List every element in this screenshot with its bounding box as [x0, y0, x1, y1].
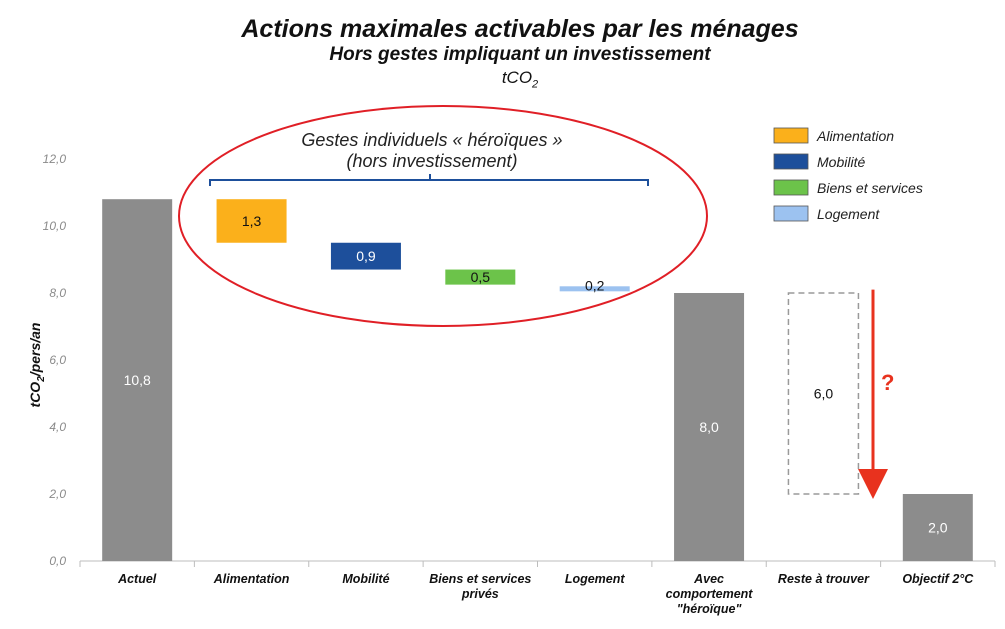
y-axis-label-a: tCO [27, 382, 43, 408]
bar-1 [216, 199, 287, 243]
legend-label: Mobilité [817, 154, 865, 170]
legend-swatch [773, 179, 809, 196]
legend-swatch [773, 127, 809, 144]
x-tick-label-line: Avec [693, 572, 724, 586]
highlight-ellipse [178, 105, 708, 327]
x-tick-label: Logement [565, 572, 626, 586]
x-tick-label: Actuel [117, 572, 157, 586]
y-tick-label: 0,0 [49, 554, 66, 568]
chart-unit: tCO2 [501, 68, 539, 91]
ellipse-label-line2: (hors investissement) [346, 151, 517, 171]
chart-titles: Actions maximales activables par les mén… [0, 14, 1005, 96]
y-tick-label: 4,0 [49, 420, 66, 434]
data-label: 6,0 [814, 386, 834, 402]
y-axis-label-b: /pers/an [27, 323, 43, 378]
legend-label: Logement [817, 206, 880, 222]
data-label: 0,9 [356, 248, 376, 264]
data-label: 1,3 [242, 213, 262, 229]
chart-subtitle: Hors gestes impliquant un investissement [329, 44, 711, 65]
bar-2 [330, 242, 401, 270]
legend: Alimentation Mobilité Biens et services Log… [773, 127, 923, 222]
data-label: 8,0 [699, 419, 719, 435]
bar-3 [445, 269, 516, 285]
question-mark: ? [881, 370, 894, 395]
y-tick-label: 12,0 [43, 152, 67, 166]
data-label: 0,5 [471, 269, 491, 285]
x-tick-label-line: Logement [565, 572, 626, 586]
legend-label: Biens et services [817, 180, 923, 196]
annotation-layer: Gestes individuels « héroïques »(hors in… [178, 105, 894, 499]
data-label: 10,8 [124, 372, 151, 388]
x-tick-label: Avec comportement "héroïque" [666, 572, 754, 616]
x-tick-label-line: "héroïque" [677, 602, 743, 616]
bar-0 [102, 199, 173, 561]
y-tick-label: 2,0 [48, 487, 66, 501]
legend-label: Alimentation [816, 128, 894, 144]
x-tick-label-line: Actuel [117, 572, 157, 586]
data-label: 0,2 [585, 277, 605, 293]
x-tick-label-line: comportement [666, 587, 754, 601]
y-axis-label-sub: 2 [36, 376, 47, 383]
bracket [209, 174, 649, 186]
x-tick-label-line: Mobilité [342, 572, 389, 586]
axis-layer: 0,0 2,0 4,0 6,0 8,0 10,0 12,0 Actuel Alimentatio… [27, 152, 996, 616]
x-tick-label: Mobilité [342, 572, 389, 586]
x-tick-label-line: privés [461, 587, 499, 601]
legend-swatch [773, 153, 809, 170]
x-tick-label-line: Alimentation [213, 572, 290, 586]
x-tick-label-line: Biens et services [429, 572, 531, 586]
data-label: 2,0 [928, 520, 948, 536]
chart-title: Actions maximales activables par les mén… [241, 15, 799, 43]
bar-7 [902, 494, 973, 561]
ellipse-label-line1: Gestes individuels « héroïques » [301, 130, 562, 150]
bar-4 [559, 286, 630, 292]
x-tick-label: Objectif 2°C [902, 572, 974, 586]
x-tick-label-line: Objectif 2°C [902, 572, 974, 586]
x-tick-label: Alimentation [213, 572, 290, 586]
bar-reste-a-trouver [787, 292, 860, 495]
y-tick-label: 10,0 [43, 219, 67, 233]
x-tick-label: Reste à trouver [778, 572, 870, 586]
legend-swatch [773, 205, 809, 222]
y-tick-label: 8,0 [49, 286, 66, 300]
bar-5 [674, 293, 745, 561]
x-tick-label: Biens et services privés [429, 572, 531, 601]
y-tick-label: 6,0 [49, 353, 66, 367]
bar-layer: 10,8 1,3 0,9 0,5 0,2 8,0 6,0 2,0 [102, 199, 973, 561]
y-axis-label: tCO2/pers/an [27, 323, 47, 408]
x-tick-label-line: Reste à trouver [778, 572, 870, 586]
